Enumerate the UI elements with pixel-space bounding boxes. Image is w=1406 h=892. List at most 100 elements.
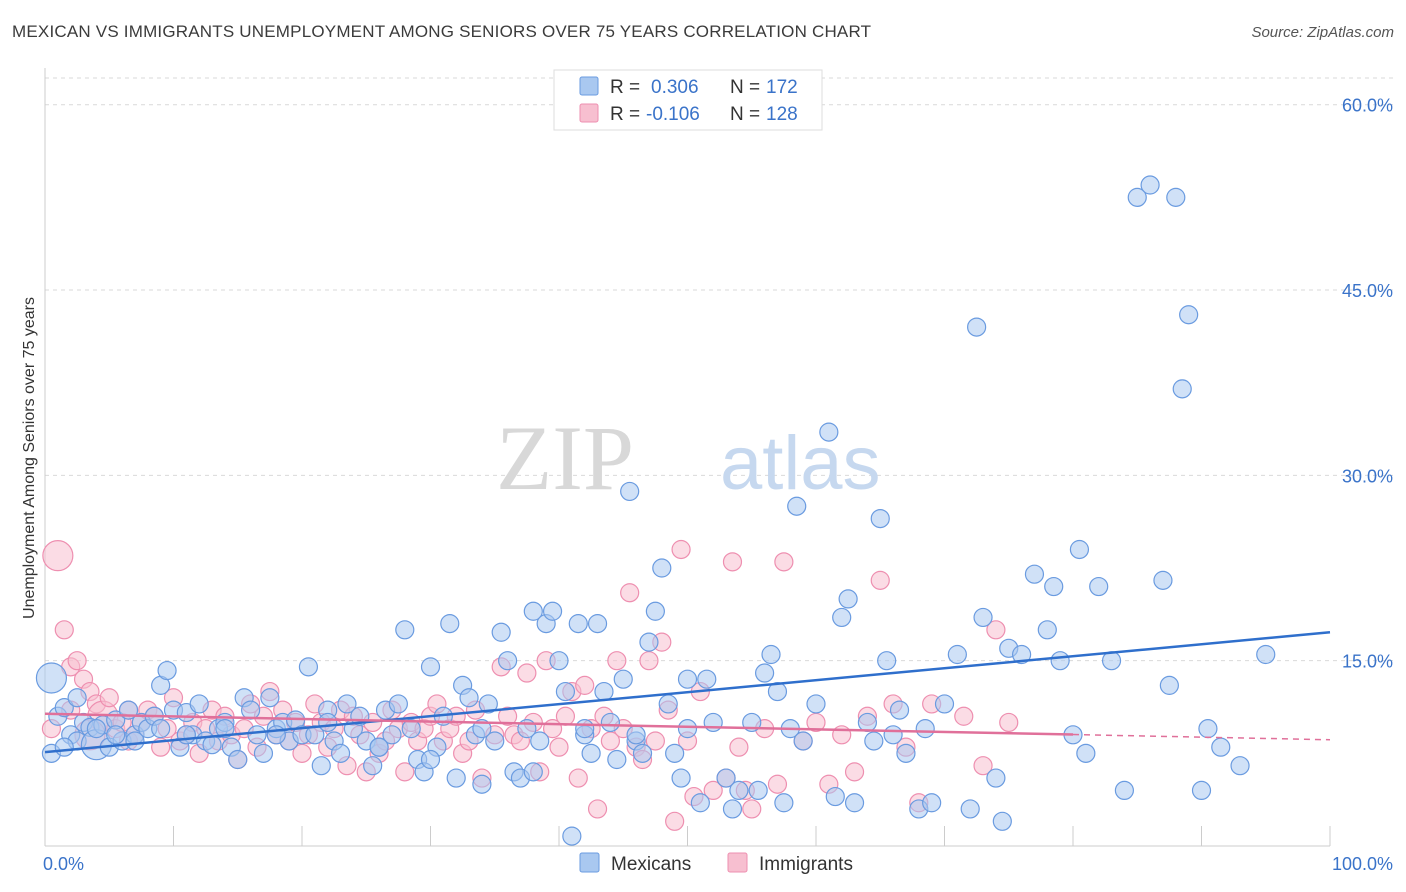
mexicans-point — [1179, 305, 1199, 325]
mexicans-point — [632, 743, 653, 763]
mexicans-point — [883, 725, 903, 745]
mexicans-point — [986, 768, 1006, 788]
mexicans-point — [960, 799, 980, 819]
mexicans-point — [967, 317, 987, 337]
mexicans-point — [369, 737, 389, 757]
immigrants-point — [729, 737, 749, 757]
mexicans-point — [1114, 780, 1135, 801]
legend-mexicans-label: Mexicans — [611, 854, 691, 875]
mexicans-point — [363, 756, 383, 776]
mexicans-point — [703, 712, 723, 733]
y-tick-label: 15.0% — [1342, 652, 1393, 672]
mexicans-point — [594, 681, 614, 702]
mexicans-point — [819, 422, 839, 442]
immigrants-n-label: N = — [730, 104, 760, 125]
mexicans-point — [54, 698, 74, 718]
mexicans-point — [761, 644, 781, 665]
immigrants-r-value: -0.106 — [646, 104, 700, 125]
immigrants-point — [42, 540, 74, 572]
mexicans-point — [658, 694, 678, 714]
mexicans-point — [1076, 743, 1096, 763]
mexicans-point — [620, 481, 640, 502]
mexicans-point — [1089, 576, 1109, 597]
mexicans-point — [838, 589, 858, 609]
mexicans-point — [607, 749, 627, 770]
mexicans-point — [857, 712, 878, 733]
mexicans-point — [157, 660, 177, 681]
mexicans-point — [729, 780, 749, 801]
immigrants-point — [639, 651, 659, 671]
x-tick-label: 0.0% — [43, 854, 84, 874]
mexicans-point — [176, 725, 196, 745]
immigrants-trend-extension — [1072, 733, 1331, 741]
mexicans-point — [864, 731, 884, 751]
mexicans-point — [530, 731, 550, 751]
source-credit: Source: ZipAtlas.com — [1251, 24, 1394, 41]
mexicans-point — [947, 644, 967, 665]
immigrants-point — [99, 688, 119, 708]
mexicans-point — [1050, 651, 1070, 671]
mexicans-point — [992, 811, 1012, 831]
mexicans-point — [1230, 756, 1250, 776]
mexicans-point — [318, 712, 338, 733]
mexicans-point — [934, 694, 955, 714]
immigrants-point — [999, 712, 1019, 733]
mexicans-point — [388, 694, 408, 714]
x-tick-label: 100.0% — [1332, 854, 1393, 874]
mexicans-point — [1211, 737, 1231, 757]
y-tick-label: 45.0% — [1342, 281, 1393, 301]
immigrants-trend-line — [44, 712, 1074, 736]
immigrants-point — [722, 552, 743, 572]
trend-lines — [44, 631, 1331, 754]
mexicans-point — [189, 694, 209, 714]
mexicans-point — [1037, 620, 1057, 640]
immigrants-point — [645, 731, 665, 751]
mexicans-point — [228, 749, 248, 770]
mexicans-point — [806, 694, 826, 714]
gridlines — [45, 77, 1394, 662]
mexicans-point — [35, 662, 68, 694]
immigrants-point — [395, 762, 415, 782]
mexicans-point — [787, 496, 807, 516]
mexicans-point — [652, 558, 672, 578]
immigrants-point — [767, 774, 788, 794]
mexicans-point — [613, 669, 633, 689]
mexicans-point — [491, 622, 511, 642]
mexicans-point — [298, 657, 319, 677]
mexicans-point — [151, 719, 171, 739]
mexicans-point — [202, 735, 222, 755]
mexicans-point — [241, 700, 261, 720]
mexicans-point — [472, 774, 492, 794]
immigrants-point — [587, 799, 608, 819]
mexicans-point — [877, 651, 897, 671]
mexicans-point — [54, 737, 74, 757]
immigrants-point — [665, 811, 685, 831]
immigrants-point — [986, 620, 1006, 640]
mexicans-point — [665, 743, 685, 763]
immigrants-point — [498, 706, 518, 726]
immigrants-n-value: 128 — [766, 104, 798, 125]
mexicans-point — [562, 826, 582, 846]
legend-immigrants-swatch — [727, 852, 748, 873]
y-tick-label: 30.0% — [1342, 466, 1393, 486]
watermark-zip: ZIP — [496, 407, 634, 509]
mexicans-point — [889, 700, 910, 720]
series-legend: Mexicans Immigrants — [579, 852, 853, 875]
mexicans-n-label: N = — [730, 77, 760, 98]
mexicans-point — [401, 719, 421, 739]
mexicans-point — [542, 601, 563, 621]
immigrants-point — [973, 756, 993, 776]
mexicans-point — [690, 793, 710, 813]
mexicans-point — [382, 725, 402, 745]
mexicans-point — [626, 725, 646, 745]
immigrants-point — [671, 539, 691, 560]
mexicans-point — [915, 719, 935, 739]
immigrants-point — [549, 737, 569, 757]
mexicans-point — [1069, 539, 1090, 560]
mexicans-point — [581, 743, 601, 763]
mexicans-point — [330, 743, 351, 763]
stats-legend: R = 0.306 N = 172 R = -0.106 N = 128 — [553, 69, 823, 131]
mexicans-point — [748, 780, 768, 801]
mexicans-point — [1153, 570, 1173, 590]
